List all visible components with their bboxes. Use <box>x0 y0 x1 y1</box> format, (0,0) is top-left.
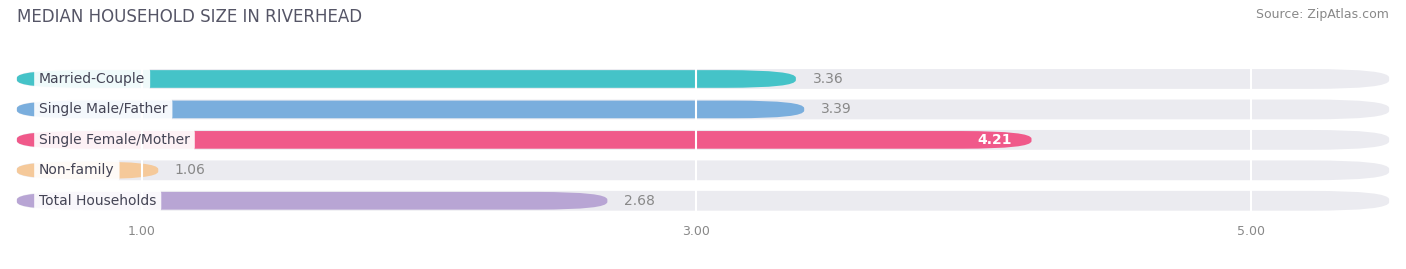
Text: 3.36: 3.36 <box>813 72 844 86</box>
Text: Married-Couple: Married-Couple <box>39 72 145 86</box>
Text: 2.68: 2.68 <box>624 194 655 208</box>
FancyBboxPatch shape <box>17 101 804 118</box>
Text: MEDIAN HOUSEHOLD SIZE IN RIVERHEAD: MEDIAN HOUSEHOLD SIZE IN RIVERHEAD <box>17 8 361 26</box>
Text: 3.39: 3.39 <box>821 102 852 116</box>
FancyBboxPatch shape <box>17 191 1389 211</box>
Text: Single Female/Mother: Single Female/Mother <box>39 133 190 147</box>
FancyBboxPatch shape <box>17 130 1389 150</box>
Text: Non-family: Non-family <box>39 163 115 177</box>
FancyBboxPatch shape <box>17 192 607 210</box>
Text: Total Households: Total Households <box>39 194 156 208</box>
Text: Source: ZipAtlas.com: Source: ZipAtlas.com <box>1256 8 1389 21</box>
FancyBboxPatch shape <box>17 131 1032 149</box>
Text: Single Male/Father: Single Male/Father <box>39 102 167 116</box>
FancyBboxPatch shape <box>17 161 159 179</box>
Text: 1.06: 1.06 <box>174 163 205 177</box>
Text: 4.21: 4.21 <box>977 133 1012 147</box>
FancyBboxPatch shape <box>17 100 1389 119</box>
FancyBboxPatch shape <box>17 160 1389 180</box>
FancyBboxPatch shape <box>17 69 1389 89</box>
FancyBboxPatch shape <box>17 70 796 88</box>
